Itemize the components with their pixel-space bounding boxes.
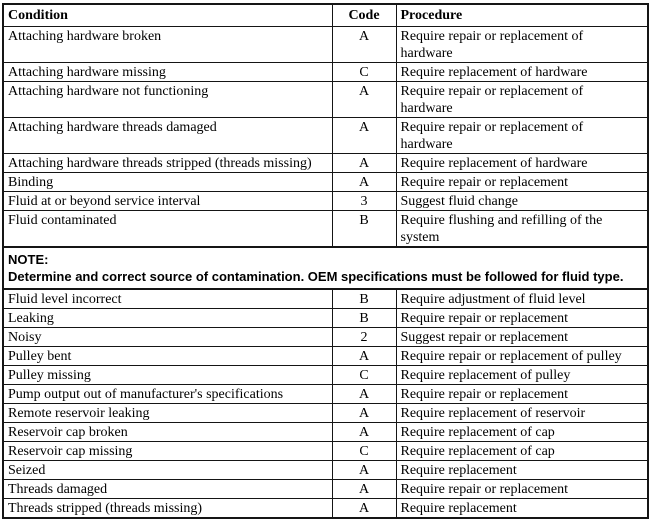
procedure-cell: Require repair or replacement of hardwar… [395, 26, 649, 63]
condition-code-procedure-table: Condition Code Procedure Attaching hardw… [2, 3, 649, 519]
table-row: Attaching hardware threads damaged A Req… [2, 117, 649, 154]
table-row: Reservoir cap missing C Require replacem… [2, 441, 649, 461]
code-cell: A [331, 81, 397, 118]
condition-cell: Attaching hardware threads damaged [2, 117, 333, 154]
procedure-cell: Suggest fluid change [395, 191, 649, 211]
table-row: Attaching hardware threads stripped (thr… [2, 153, 649, 173]
procedure-cell: Require flushing and refilling of the sy… [395, 210, 649, 248]
procedure-cell: Require adjustment of fluid level [395, 288, 649, 309]
header-row: Condition Code Procedure [2, 3, 649, 27]
procedure-cell: Require repair or replacement of hardwar… [395, 117, 649, 154]
table-row: Threads stripped (threads missing) A Req… [2, 498, 649, 519]
procedure-cell: Require repair or replacement [395, 172, 649, 192]
procedure-cell: Require repair or replacement of hardwar… [395, 81, 649, 118]
table-row: Threads damaged A Require repair or repl… [2, 479, 649, 499]
condition-cell: Attaching hardware threads stripped (thr… [2, 153, 333, 173]
code-cell: A [331, 172, 397, 192]
procedure-column-header: Procedure [395, 3, 649, 27]
condition-cell: Seized [2, 460, 333, 480]
procedure-cell: Require repair or replacement [395, 308, 649, 328]
table-row: Binding A Require repair or replacement [2, 172, 649, 192]
table-row: Pulley missing C Require replacement of … [2, 365, 649, 385]
table-row: Pump output out of manufacturer's specif… [2, 384, 649, 404]
condition-cell: Attaching hardware broken [2, 26, 333, 63]
condition-column-header: Condition [2, 3, 333, 27]
note-row: NOTE: Determine and correct source of co… [2, 246, 649, 290]
procedure-cell: Require replacement of pulley [395, 365, 649, 385]
condition-cell: Threads stripped (threads missing) [2, 498, 333, 519]
condition-cell: Noisy [2, 327, 333, 347]
table-row: Attaching hardware broken A Require repa… [2, 26, 649, 63]
code-cell: B [331, 308, 397, 328]
table-row: Remote reservoir leaking A Require repla… [2, 403, 649, 423]
procedure-cell: Require replacement of reservoir [395, 403, 649, 423]
table-row: Fluid at or beyond service interval 3 Su… [2, 191, 649, 211]
code-cell: A [331, 384, 397, 404]
note-text: Determine and correct source of contamin… [8, 269, 624, 284]
condition-cell: Pulley missing [2, 365, 333, 385]
procedure-cell: Require repair or replacement [395, 479, 649, 499]
code-cell: 3 [331, 191, 397, 211]
code-cell: A [331, 117, 397, 154]
procedure-cell: Require replacement of hardware [395, 153, 649, 173]
code-cell: C [331, 365, 397, 385]
condition-cell: Pump output out of manufacturer's specif… [2, 384, 333, 404]
condition-cell: Leaking [2, 308, 333, 328]
code-cell: B [331, 288, 397, 309]
condition-cell: Pulley bent [2, 346, 333, 366]
procedure-cell: Require replacement of hardware [395, 62, 649, 82]
table-row: Attaching hardware not functioning A Req… [2, 81, 649, 118]
condition-cell: Binding [2, 172, 333, 192]
code-cell: A [331, 153, 397, 173]
procedure-cell: Require repair or replacement [395, 384, 649, 404]
procedure-cell: Require replacement [395, 460, 649, 480]
table-body: Attaching hardware broken A Require repa… [2, 26, 649, 519]
code-cell: A [331, 403, 397, 423]
condition-cell: Reservoir cap missing [2, 441, 333, 461]
code-cell: C [331, 62, 397, 82]
code-cell: A [331, 498, 397, 519]
condition-cell: Attaching hardware missing [2, 62, 333, 82]
code-cell: A [331, 479, 397, 499]
code-cell: C [331, 441, 397, 461]
condition-cell: Fluid level incorrect [2, 288, 333, 309]
procedure-cell: Require replacement of cap [395, 422, 649, 442]
code-column-header: Code [331, 3, 397, 27]
condition-cell: Fluid contaminated [2, 210, 333, 248]
condition-cell: Reservoir cap broken [2, 422, 333, 442]
condition-cell: Fluid at or beyond service interval [2, 191, 333, 211]
code-cell: B [331, 210, 397, 248]
code-cell: A [331, 422, 397, 442]
condition-cell: Threads damaged [2, 479, 333, 499]
table-row: Attaching hardware missing C Require rep… [2, 62, 649, 82]
procedure-cell: Require repair or replacement of pulley [395, 346, 649, 366]
condition-cell: Attaching hardware not functioning [2, 81, 333, 118]
code-cell: A [331, 460, 397, 480]
procedure-cell: Suggest repair or replacement [395, 327, 649, 347]
procedure-cell: Require replacement of cap [395, 441, 649, 461]
table-row: Fluid level incorrect B Require adjustme… [2, 288, 649, 309]
table-row: Fluid contaminated B Require flushing an… [2, 210, 649, 248]
procedure-cell: Require replacement [395, 498, 649, 519]
code-cell: 2 [331, 327, 397, 347]
table-row: Noisy 2 Suggest repair or replacement [2, 327, 649, 347]
note-label: NOTE: [8, 252, 49, 267]
table-row: Pulley bent A Require repair or replacem… [2, 346, 649, 366]
note-cell: NOTE: Determine and correct source of co… [2, 246, 649, 290]
condition-cell: Remote reservoir leaking [2, 403, 333, 423]
code-cell: A [331, 346, 397, 366]
table-row: Reservoir cap broken A Require replaceme… [2, 422, 649, 442]
table-row: Leaking B Require repair or replacement [2, 308, 649, 328]
code-cell: A [331, 26, 397, 63]
table-row: Seized A Require replacement [2, 460, 649, 480]
